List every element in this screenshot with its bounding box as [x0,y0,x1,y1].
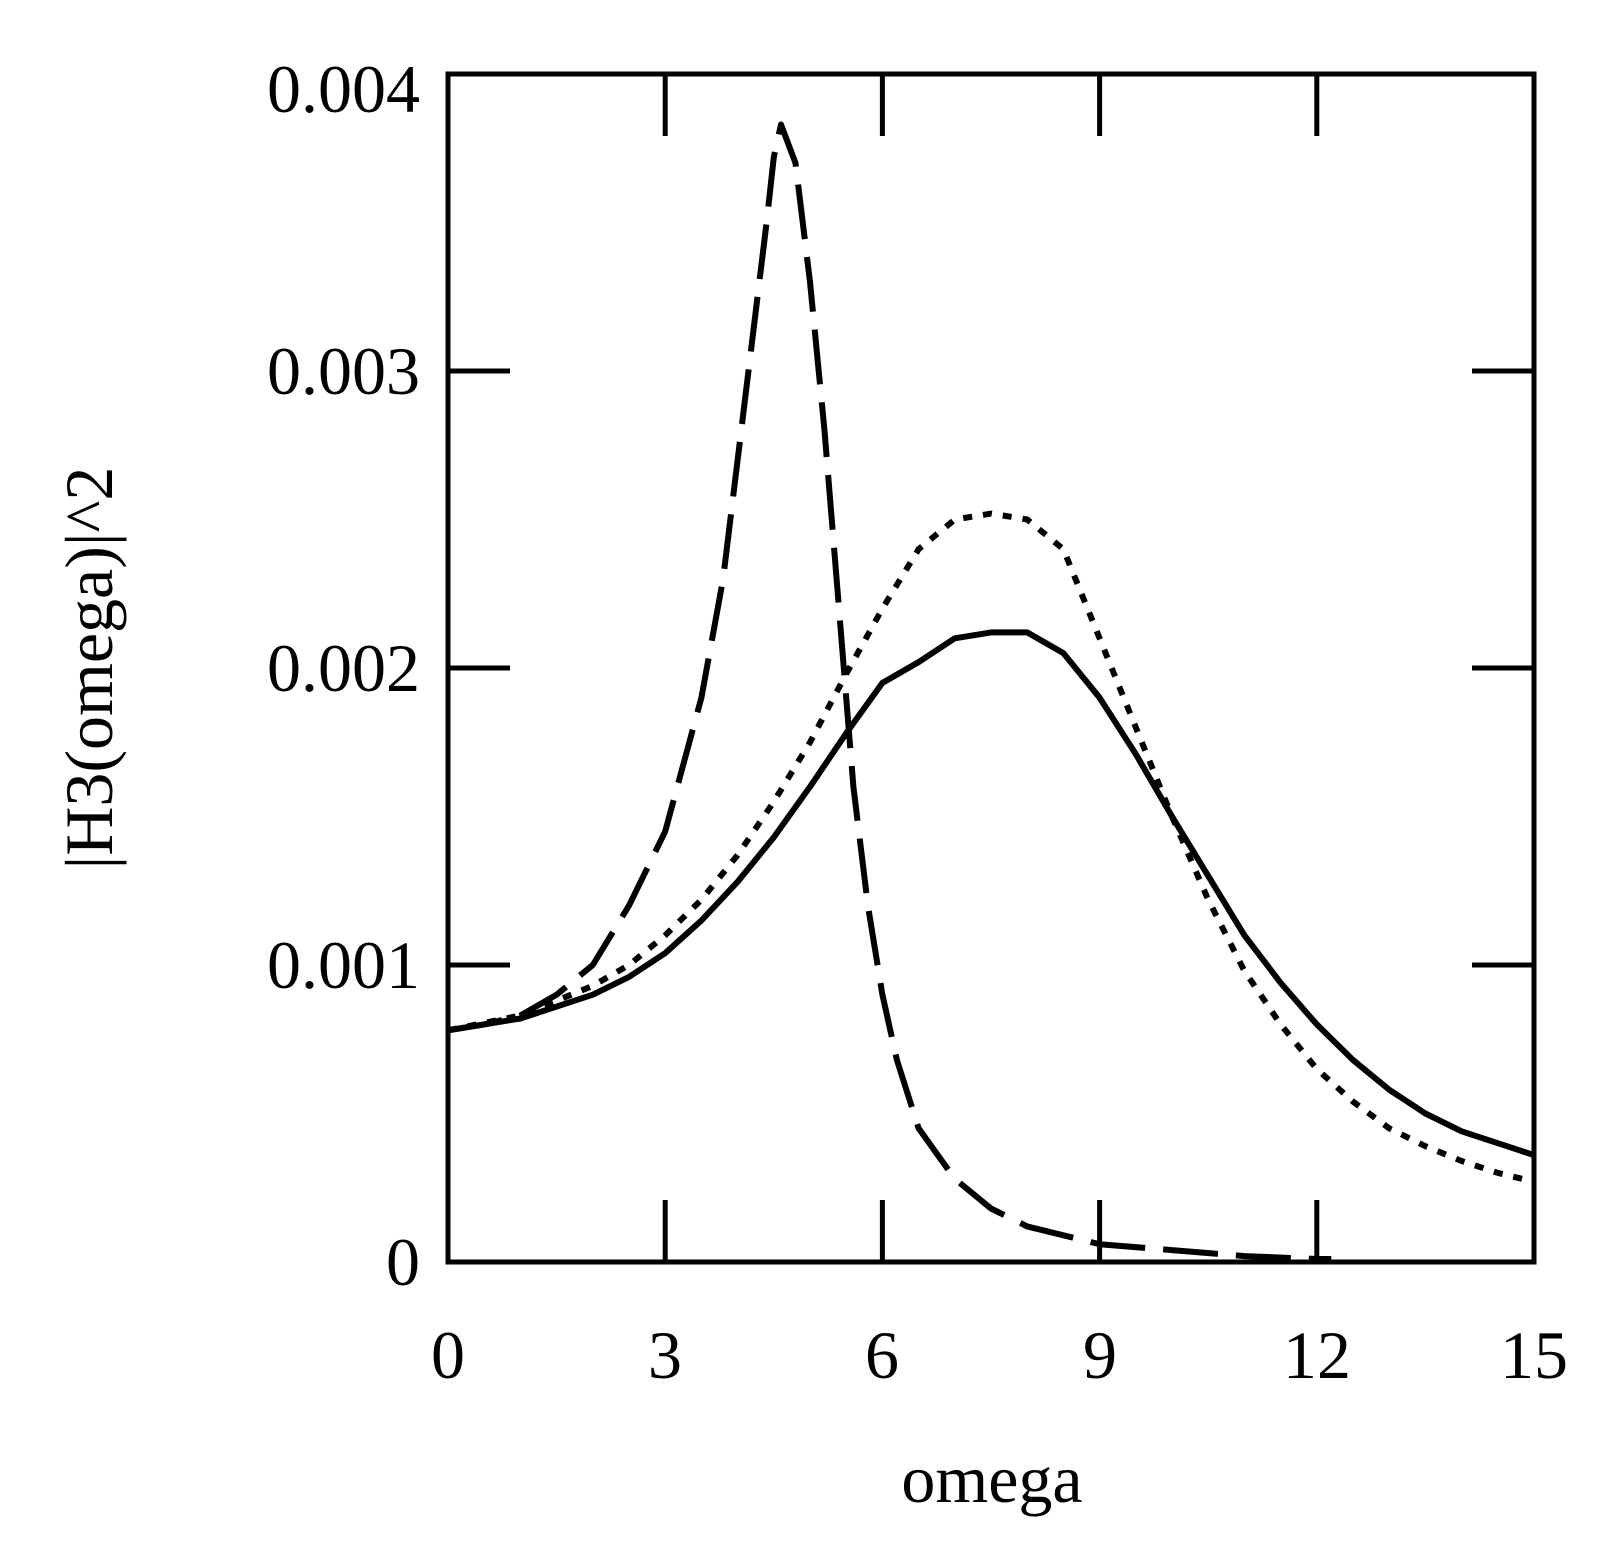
y-tick-label: 0.002 [267,630,420,706]
y-tick-labels: 0 0.001 0.002 0.003 0.004 [267,51,420,1300]
y-tick-label: 0.001 [267,927,420,1003]
ticks [448,74,1534,1262]
x-tick-labels: 0 3 6 9 12 15 [431,1317,1568,1393]
x-tick-label: 3 [648,1317,682,1393]
x-tick-label: 9 [1083,1317,1117,1393]
series-line-dashed [447,121,1332,1262]
x-tick-label: 15 [1500,1317,1568,1393]
x-tick-label: 12 [1283,1317,1351,1393]
series-group [447,121,1535,1262]
y-axis-title: |H3(omega)|^2 [51,467,127,870]
y-tick-label: 0.004 [267,51,420,127]
y-tick-label: 0.003 [267,333,420,409]
x-tick-label: 6 [865,1317,899,1393]
x-axis-title: omega [901,1441,1082,1517]
y-tick-label: 0 [386,1224,420,1300]
plot-frame [445,71,1537,1265]
series-line-solid [447,629,1535,1158]
series-line-dotted [447,510,1535,1185]
x-tick-label: 0 [431,1317,465,1393]
